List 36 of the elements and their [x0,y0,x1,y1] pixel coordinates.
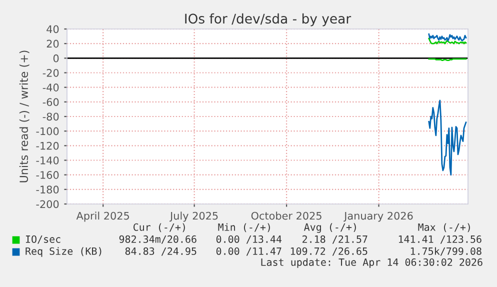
legend-label: IO/sec [26,235,60,244]
y-tick-label: -20 [42,68,59,77]
text: 982.34m/20.66 [119,235,196,244]
text: 0.00 /11.47 [216,247,282,256]
y-tick-label: -80 [42,112,59,121]
text: Last update: Tue Apr 14 06:30:02 2026 [261,258,482,268]
text: Cur (-/+) [133,223,185,232]
legend-label: Req Size (KB) [26,247,102,257]
x-tick-label: January 2026 [344,212,413,222]
y-axis-title: Units read (-) / write (+) [19,50,30,182]
y-tick-label: 20 [46,40,59,48]
y-tick-label: 0 [53,54,59,62]
text: 109.72 /26.65 [290,247,368,256]
y-tick-label: -60 [42,98,59,106]
text: Min (-/+) [218,223,270,232]
x-tick-label: July 2025 [170,212,218,222]
x-tick-label: April 2025 [76,212,129,222]
text: 141.41 /123.56 [398,235,482,244]
text: 2.18 /21.57 [302,235,368,244]
y-tick-label: -160 [36,171,59,179]
y-tick-label: -180 [36,186,59,194]
y-tick-label: -100 [36,127,59,136]
y-tick-label: -200 [36,200,59,208]
y-tick-label: -120 [36,142,59,150]
text: 0.00 /13.44 [216,235,282,244]
chart-title: IOs for /dev/sda - by year [185,13,352,26]
line-series [428,33,467,42]
line-series [428,100,467,176]
text: 1.75k/799.08 [410,247,482,256]
x-tick-label: October 2025 [251,212,322,220]
y-tick-label: -40 [42,84,59,92]
text: Max (-/+) [418,223,470,232]
y-tick-label: -140 [36,156,59,164]
y-tick-label: 40 [46,25,59,34]
text: 84.83 /24.95 [125,247,196,256]
text: Avg (-/+) [304,223,356,233]
